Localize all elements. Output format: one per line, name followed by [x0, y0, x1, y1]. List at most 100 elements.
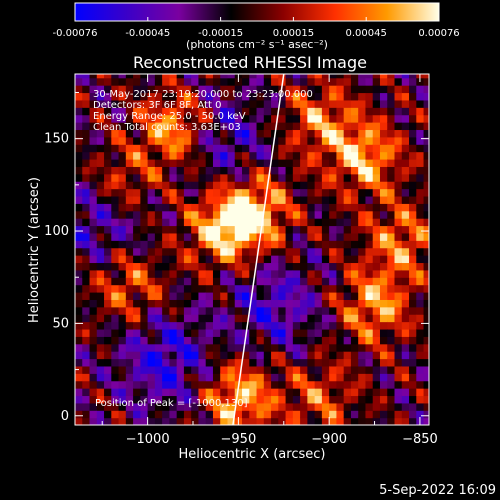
heatmap-cell — [169, 277, 178, 286]
heatmap-cell — [365, 122, 374, 131]
heatmap-cell — [242, 240, 250, 249]
heatmap-cell — [307, 314, 316, 323]
heatmap-cell — [292, 328, 301, 337]
heatmap-cell — [220, 269, 229, 278]
heatmap-cell — [234, 395, 243, 404]
heatmap-cell — [263, 351, 272, 360]
heatmap-cell — [343, 99, 352, 108]
heatmap-cell — [321, 380, 330, 389]
heatmap-cell — [256, 144, 265, 153]
heatmap-cell — [75, 107, 83, 116]
heatmap-cell — [409, 262, 417, 271]
heatmap-cell — [176, 343, 185, 352]
heatmap-cell — [307, 306, 316, 315]
heatmap-cell — [220, 85, 229, 94]
heatmap-cell — [82, 380, 91, 389]
heatmap-cell — [372, 380, 381, 389]
heatmap-cell — [249, 314, 258, 323]
heatmap-cell — [278, 166, 287, 175]
heatmap-cell — [249, 343, 258, 352]
heatmap-cell — [169, 240, 178, 249]
heatmap-cell — [278, 388, 287, 397]
heatmap-cell — [249, 181, 258, 190]
heatmap-cell — [358, 306, 367, 315]
heatmap-cell — [242, 358, 250, 367]
heatmap-cell — [234, 195, 243, 204]
heatmap-cell — [191, 262, 200, 271]
heatmap-cell — [358, 166, 367, 175]
heatmap-cell — [401, 74, 410, 79]
heatmap-cell — [423, 77, 429, 86]
heatmap-cell — [242, 365, 250, 374]
heatmap-cell — [423, 291, 429, 300]
heatmap-cell — [285, 388, 294, 397]
heatmap-cell — [133, 314, 141, 323]
heatmap-cell — [212, 247, 221, 256]
heatmap-cell — [212, 203, 221, 212]
heatmap-cell — [249, 299, 258, 308]
heatmap-cell — [133, 74, 141, 79]
heatmap-cell — [401, 328, 410, 337]
heatmap-cell — [176, 158, 185, 167]
heatmap-cell — [242, 151, 250, 160]
heatmap-cell — [162, 74, 170, 79]
heatmap-cell — [343, 373, 352, 382]
heatmap-cell — [394, 181, 403, 190]
heatmap-cell — [256, 129, 265, 138]
heatmap-cell — [314, 203, 323, 212]
heatmap-cell — [292, 410, 301, 419]
heatmap-cell — [176, 195, 185, 204]
heatmap-cell — [75, 321, 83, 330]
heatmap-cell — [350, 269, 359, 278]
heatmap-cell — [350, 262, 359, 271]
heatmap-cell — [249, 114, 258, 123]
heatmap-cell — [133, 299, 141, 308]
heatmap-cell — [379, 195, 388, 204]
heatmap-cell — [140, 114, 149, 123]
heatmap-cell — [285, 343, 294, 352]
heatmap-cell — [256, 203, 265, 212]
heatmap-cell — [416, 218, 425, 227]
heatmap-cell — [350, 218, 359, 227]
heatmap-cell — [409, 85, 417, 94]
heatmap-cell — [104, 343, 112, 352]
heatmap-cell — [154, 77, 163, 86]
heatmap-cell — [387, 114, 396, 123]
heatmap-cell — [75, 269, 83, 278]
heatmap-cell — [191, 173, 200, 182]
heatmap-cell — [387, 122, 396, 131]
heatmap-cell — [205, 122, 214, 131]
heatmap-cell — [118, 74, 127, 79]
heatmap-cell — [387, 299, 396, 308]
heatmap-cell — [365, 321, 374, 330]
heatmap-cell — [256, 262, 265, 271]
heatmap-cell — [75, 291, 83, 300]
heatmap-cell — [133, 129, 141, 138]
heatmap-cell — [111, 328, 120, 337]
heatmap-cell — [140, 107, 149, 116]
heatmap-cell — [387, 210, 396, 219]
heatmap-cell — [133, 395, 141, 404]
heatmap-cell — [401, 166, 410, 175]
heatmap-cell — [82, 151, 91, 160]
heatmap-cell — [125, 99, 134, 108]
heatmap-cell — [118, 77, 127, 86]
heatmap-cell — [104, 417, 112, 425]
heatmap-cell — [321, 277, 330, 286]
heatmap-cell — [111, 402, 120, 411]
heatmap-cell — [256, 395, 265, 404]
heatmap-cell — [133, 306, 141, 315]
heatmap-cell — [104, 129, 112, 138]
heatmap-cell — [125, 255, 134, 264]
heatmap-cell — [205, 262, 214, 271]
heatmap-cell — [307, 388, 316, 397]
heatmap-cell — [401, 85, 410, 94]
heatmap-cell — [285, 136, 294, 145]
heatmap-cell — [329, 151, 338, 160]
heatmap-cell — [343, 188, 352, 197]
heatmap-cell — [133, 321, 141, 330]
heatmap-cell — [96, 144, 105, 153]
heatmap-cell — [118, 114, 127, 123]
heatmap-cell — [227, 218, 236, 227]
heatmap-cell — [198, 158, 207, 167]
